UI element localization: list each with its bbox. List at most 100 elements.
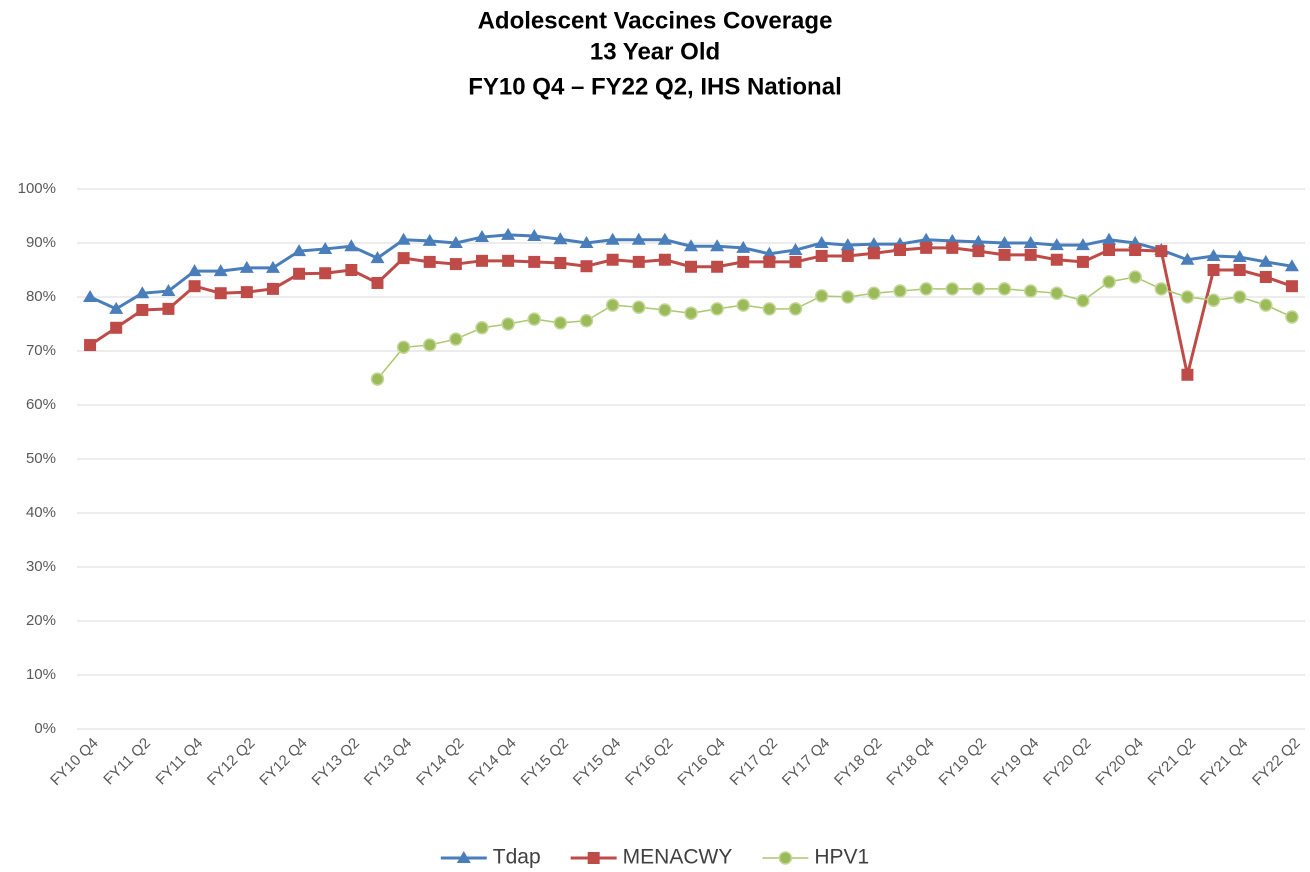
y-tick-label: 20% — [26, 612, 56, 629]
data-point — [1206, 293, 1221, 307]
x-tick-label: FY10 Q4 — [47, 735, 101, 789]
data-point — [763, 255, 776, 268]
data-point — [84, 339, 97, 352]
data-point — [1050, 286, 1064, 300]
data-point — [109, 301, 124, 314]
x-tick-label: FY14 Q4 — [465, 735, 519, 789]
data-point — [658, 303, 672, 317]
data-point — [265, 260, 280, 273]
legend-marker — [456, 851, 471, 863]
data-point — [423, 255, 436, 268]
data-point — [971, 282, 986, 296]
x-tick-label: FY14 Q2 — [413, 735, 467, 789]
data-point — [998, 248, 1011, 261]
data-point — [762, 302, 777, 316]
data-point — [1180, 290, 1195, 304]
series-line — [376, 276, 1293, 380]
data-point — [1180, 252, 1195, 265]
data-point — [814, 289, 829, 303]
data-point — [554, 256, 567, 269]
data-point — [866, 237, 881, 250]
x-tick-label: FY13 Q4 — [361, 735, 415, 789]
data-point — [894, 244, 907, 257]
data-point — [239, 260, 254, 273]
chart-title: Adolescent Vaccines Coverage — [478, 7, 833, 34]
data-point — [1155, 245, 1168, 258]
legend-label: Tdap — [493, 846, 541, 869]
data-point — [371, 276, 384, 289]
x-tick-label: FY15 Q2 — [518, 735, 572, 789]
data-point — [1232, 290, 1247, 304]
data-point — [997, 236, 1012, 248]
data-point — [449, 332, 463, 346]
data-point — [1259, 271, 1272, 284]
data-point — [344, 239, 359, 252]
chart-subtitle: FY10 Q4 – FY22 Q2, IHS National — [468, 73, 841, 100]
data-point — [528, 255, 541, 268]
x-tick-label: FY15 Q4 — [570, 735, 624, 789]
data-point — [396, 340, 411, 354]
x-tick-label: FY21 Q4 — [1197, 735, 1251, 789]
y-tick-label: 60% — [26, 396, 56, 413]
x-tick-label: FY19 Q2 — [936, 735, 990, 789]
data-point — [684, 306, 698, 320]
data-point — [710, 302, 724, 316]
data-point — [527, 228, 542, 241]
data-point — [762, 246, 777, 259]
data-point — [1049, 238, 1064, 251]
data-point — [214, 287, 227, 300]
data-point — [919, 282, 933, 296]
data-point — [266, 282, 279, 295]
data-point — [946, 241, 959, 254]
data-point — [1050, 253, 1063, 266]
data-point — [605, 232, 620, 245]
data-point — [1076, 255, 1089, 268]
data-point — [710, 239, 725, 252]
data-point — [788, 302, 803, 316]
x-tick-label: FY12 Q4 — [256, 735, 310, 789]
data-point — [711, 260, 724, 273]
data-point — [136, 303, 149, 316]
x-tick-label: FY17 Q4 — [779, 735, 833, 789]
legend-marker — [778, 851, 793, 865]
data-point — [684, 239, 698, 252]
x-tick-label: FY17 Q2 — [727, 735, 781, 789]
data-point — [1102, 275, 1116, 289]
data-point — [240, 286, 253, 299]
y-tick-label: 70% — [26, 342, 56, 359]
data-point — [370, 251, 385, 264]
data-point — [135, 286, 150, 299]
data-point — [110, 321, 123, 334]
data-point — [867, 247, 880, 260]
y-tick-label: 80% — [26, 288, 56, 305]
data-point — [579, 314, 594, 328]
data-point — [397, 252, 410, 265]
x-tick-label: FY12 Q2 — [204, 735, 258, 789]
data-point — [1259, 298, 1273, 312]
data-point — [1285, 280, 1298, 293]
data-point — [657, 232, 672, 245]
data-point — [319, 267, 332, 280]
data-point — [449, 258, 462, 271]
data-point — [1232, 250, 1247, 263]
chart-subtitle: 13 Year Old — [590, 38, 720, 65]
x-tick-label: FY13 Q2 — [309, 735, 363, 789]
legend-label: MENACWY — [623, 846, 733, 869]
data-point — [867, 286, 881, 300]
data-point — [997, 282, 1012, 296]
data-point — [1284, 259, 1299, 272]
data-point — [370, 372, 385, 386]
x-tick-label: FY20 Q2 — [1040, 735, 1094, 789]
data-point — [1233, 264, 1246, 276]
legend-label: HPV1 — [814, 846, 869, 869]
data-point — [893, 284, 907, 298]
data-point — [632, 255, 645, 268]
x-tick-label: FY11 Q4 — [153, 735, 207, 789]
data-point — [1075, 238, 1090, 251]
data-point — [422, 338, 437, 352]
data-point — [737, 255, 750, 268]
y-tick-label: 100% — [18, 180, 56, 197]
data-point — [474, 230, 489, 243]
data-point — [553, 316, 568, 330]
data-point — [1103, 244, 1116, 257]
